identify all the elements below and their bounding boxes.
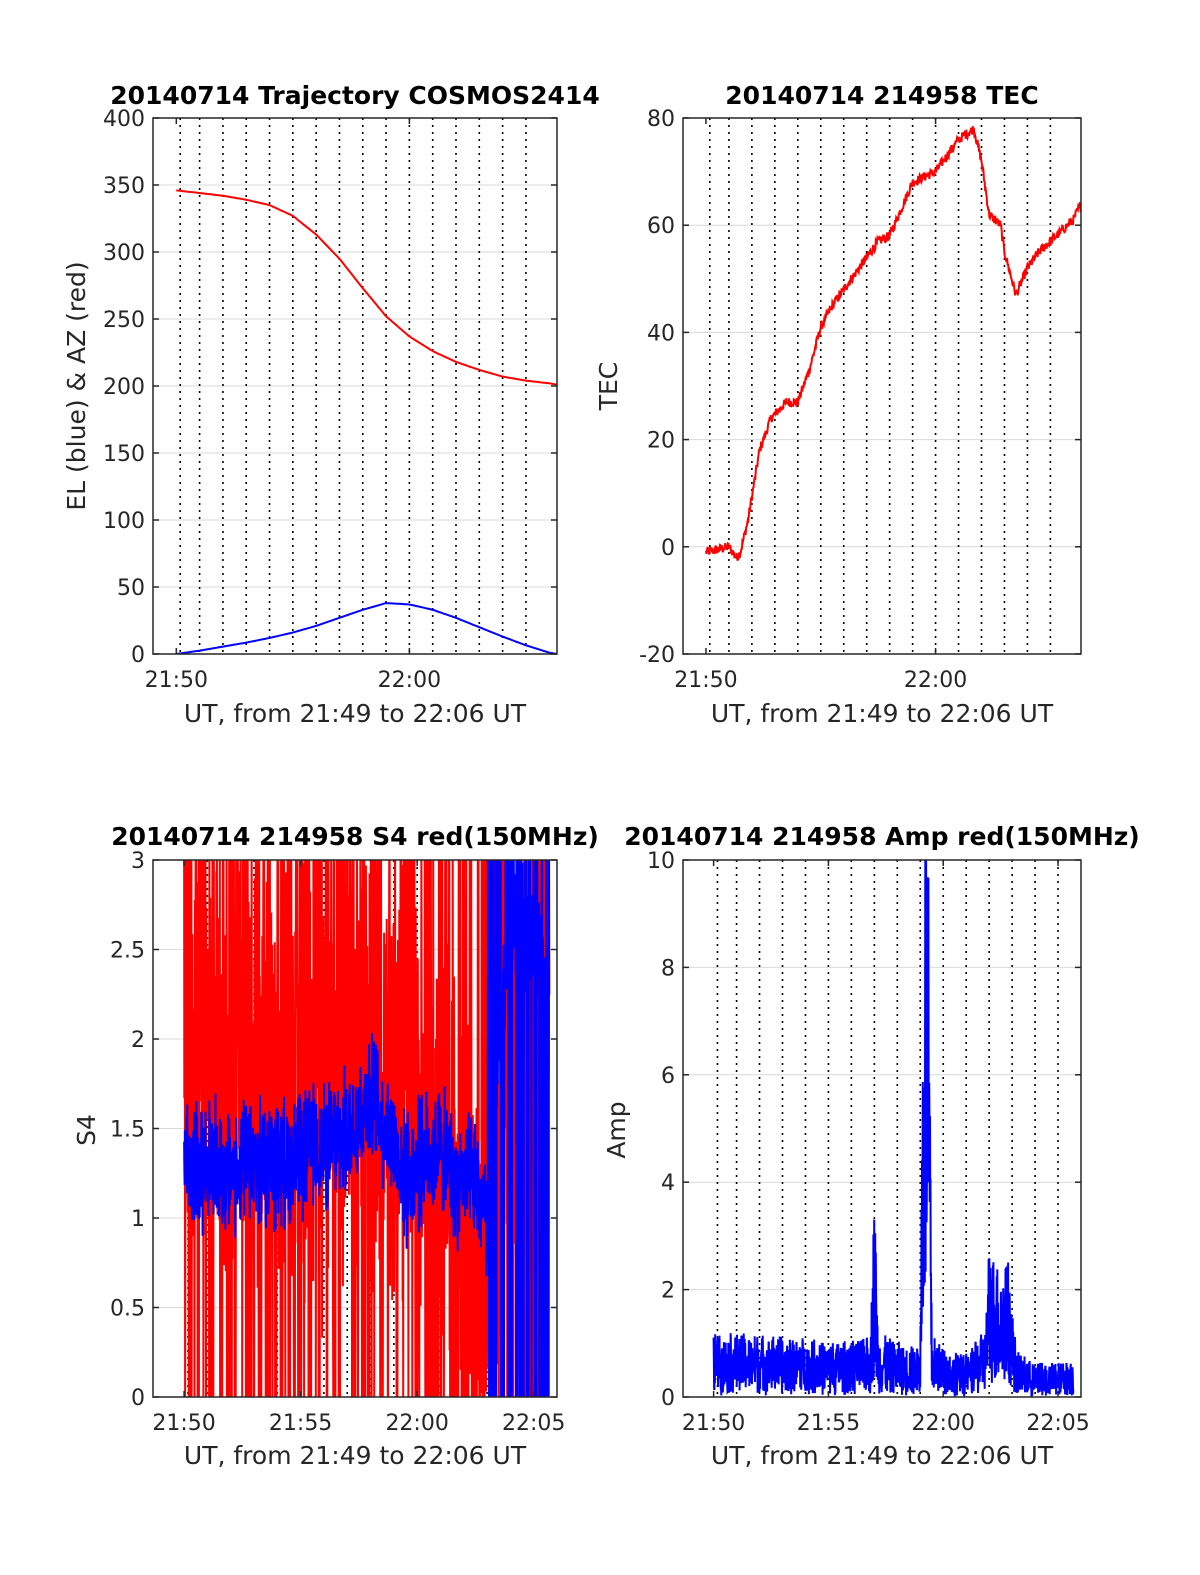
s4-ytick-label: 1.5 [110,1118,145,1143]
amp-ytick-label: 6 [661,1064,675,1089]
amp-xtick-label: 21:50 [682,1411,745,1436]
amp-xtick-label: 22:00 [912,1411,975,1436]
amp-xtick-label: 21:55 [797,1411,860,1436]
trajectory-ytick-label: 200 [103,375,145,400]
amp-xtick-label: 22:05 [1026,1411,1089,1436]
amp-ytick-label: 10 [647,849,675,874]
tec-ytick-label: 20 [647,429,675,454]
tec-ytick-label: 0 [661,536,675,561]
trajectory-plot-area: 0 50 100 150 200 250 300 350 400 21:50 22:00 [103,107,558,693]
s4-ytick-label: 1 [131,1207,145,1232]
amp-xlabel: UT, from 21:49 to 22:06 UT [711,1441,1054,1470]
trajectory-ytick-label: 150 [103,442,145,467]
trajectory-series-el-line [176,602,557,654]
s4-ytick-label: 2 [131,1028,145,1053]
s4-ytick-label: 0.5 [110,1297,145,1322]
tec-ylabel: TEC [594,362,623,412]
tec-ytick-label: 80 [647,107,675,132]
amp-axes-box [682,859,1082,1398]
trajectory-title: 20140714 Trajectory COSMOS2414 [110,81,600,110]
trajectory-ylabel: EL (blue) & AZ (red) [62,261,91,510]
tec-plot-area: -20 0 20 40 60 80 21:50 22:00 [639,107,1082,693]
amp-series-group [712,860,1075,1397]
s4-ytick-label: 3 [131,849,145,874]
tec-ytick-label: -20 [639,643,675,668]
tec-series-group [705,126,1081,561]
tec-panel: 20140714 214958 TEC -20 0 20 40 60 80 21:50 22:… [594,81,1082,728]
trajectory-ytick-label: 250 [103,308,145,333]
s4-xtick-label: 21:50 [152,1411,215,1436]
s4-ytick-label: 0 [131,1386,145,1411]
tec-xlabel: UT, from 21:49 to 22:06 UT [711,699,1054,728]
s4-xlabel: UT, from 21:49 to 22:06 UT [184,1441,527,1470]
s4-series-group [183,860,551,1397]
amp-ylabel: Amp [602,1101,631,1158]
trajectory-ytick-label: 400 [103,107,145,132]
s4-panel: 20140714 214958 S4 red(150MHz) 0 0.5 1 1.5 2… [72,822,599,1470]
tec-axes-box [682,117,1082,655]
trajectory-ytick-label: 100 [103,509,145,534]
s4-series-1-line [183,860,551,1397]
s4-title: 20140714 214958 S4 red(150MHz) [111,822,599,851]
amp-title: 20140714 214958 Amp red(150MHz) [624,822,1140,851]
amp-panel: 20140714 214958 Amp red(150MHz) 0 2 4 6 8 10 2… [602,822,1140,1470]
trajectory-series-group [176,189,557,654]
s4-xtick-label: 21:55 [269,1411,332,1436]
amp-plot-area: 0 2 4 6 8 10 21:50 21:55 22:00 22:05 [647,849,1090,1436]
amp-ytick-label: 4 [661,1171,675,1196]
tec-xtick-label: 21:50 [674,668,737,693]
s4-xtick-label: 22:05 [502,1411,565,1436]
trajectory-panel: 20140714 Trajectory COSMOS2414 0 50 100 150… [62,81,600,728]
s4-plot-area: 0 0.5 1 1.5 2 2.5 3 21:50 21:55 22:00 22:05 [110,849,565,1436]
amp-ytick-label: 0 [661,1386,675,1411]
tec-title: 20140714 214958 TEC [725,81,1038,110]
s4-ylabel: S4 [72,1114,101,1146]
trajectory-xtick-label: 21:50 [145,668,208,693]
tec-series-tec-line [705,126,1081,561]
trajectory-xtick-label: 22:00 [378,668,441,693]
trajectory-ytick-label: 50 [117,576,145,601]
trajectory-xlabel: UT, from 21:49 to 22:06 UT [184,699,527,728]
trajectory-ytick-label: 300 [103,241,145,266]
trajectory-series-az-line [176,189,557,386]
amp-ytick-label: 8 [661,956,675,981]
amp-ytick-label: 2 [661,1279,675,1304]
amp-series-0-line [712,860,1075,1397]
trajectory-ytick-label: 0 [131,643,145,668]
tec-ytick-label: 40 [647,321,675,346]
trajectory-ytick-label: 350 [103,174,145,199]
tec-xtick-label: 22:00 [904,668,967,693]
tec-ytick-label: 60 [647,214,675,239]
s4-ytick-label: 2.5 [110,939,145,964]
s4-xtick-label: 22:00 [385,1411,448,1436]
